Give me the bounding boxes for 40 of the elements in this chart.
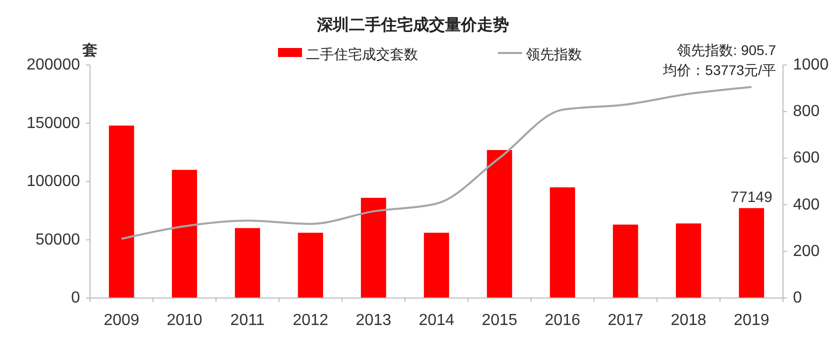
bar	[676, 223, 702, 298]
bar	[612, 224, 638, 298]
y-tick-label: 0	[71, 290, 80, 306]
bar	[234, 228, 260, 298]
x-tick-label: 2010	[166, 312, 202, 329]
x-tick-label: 2012	[292, 312, 328, 329]
legend-label: 二手住宅成交套数	[306, 46, 418, 62]
x-tick-label: 2013	[356, 312, 392, 329]
y-tick-label: 50000	[36, 231, 80, 248]
bar	[108, 126, 134, 298]
bar	[550, 187, 576, 298]
y2-tick-label: 1000	[793, 56, 829, 74]
y2-tick-label: 600	[793, 150, 820, 167]
x-tick-label: 2017	[608, 312, 644, 329]
bar	[486, 150, 512, 298]
chart-title: 深圳二手住宅成交量价走势	[316, 15, 509, 34]
y2-tick-label: 0	[793, 290, 802, 306]
x-tick-label: 2018	[670, 312, 706, 329]
x-tick-label: 2009	[104, 312, 140, 329]
bar	[360, 198, 386, 298]
bar	[172, 170, 198, 298]
y-tick-label: 150000	[26, 114, 80, 132]
x-tick-label: 2011	[230, 312, 265, 329]
annotation: 均价：53773元/平	[662, 62, 776, 78]
bar	[738, 208, 764, 298]
y-tick-label: 200000	[26, 56, 80, 74]
x-tick-label: 2014	[418, 312, 454, 329]
data-label: 77149	[730, 189, 772, 206]
bar	[298, 232, 324, 298]
y2-tick-label: 800	[793, 103, 820, 120]
x-tick-label: 2019	[734, 312, 770, 329]
y-tick-label: 100000	[26, 173, 80, 190]
legend-label: 领先指数	[526, 46, 582, 62]
x-tick-label: 2015	[482, 312, 518, 329]
bar	[424, 232, 450, 298]
y-axis-title: 套	[82, 42, 98, 59]
text: 领先指数: 905.7	[677, 42, 776, 58]
x-tick-label: 2016	[544, 312, 580, 329]
y2-tick-label: 200	[793, 242, 820, 260]
y2-tick-label: 400	[793, 196, 820, 214]
